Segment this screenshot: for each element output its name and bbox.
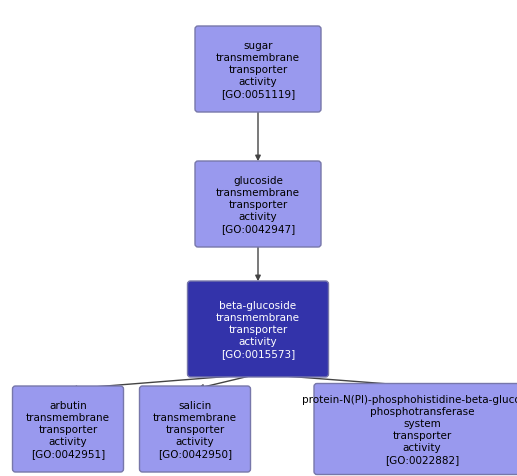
FancyBboxPatch shape: [195, 162, 321, 248]
Text: salicin
transmembrane
transporter
activity
[GO:0042950]: salicin transmembrane transporter activi…: [153, 400, 237, 458]
FancyBboxPatch shape: [314, 384, 517, 475]
FancyBboxPatch shape: [188, 281, 328, 377]
Text: sugar
transmembrane
transporter
activity
[GO:0051119]: sugar transmembrane transporter activity…: [216, 41, 300, 99]
Text: glucoside
transmembrane
transporter
activity
[GO:0042947]: glucoside transmembrane transporter acti…: [216, 176, 300, 234]
Text: beta-glucoside
transmembrane
transporter
activity
[GO:0015573]: beta-glucoside transmembrane transporter…: [216, 300, 300, 358]
FancyBboxPatch shape: [12, 386, 124, 472]
FancyBboxPatch shape: [195, 27, 321, 113]
Text: arbutin
transmembrane
transporter
activity
[GO:0042951]: arbutin transmembrane transporter activi…: [26, 400, 110, 458]
Text: protein-N(PI)-phosphohistidine-beta-glucoside
phosphotransferase
system
transpor: protein-N(PI)-phosphohistidine-beta-gluc…: [302, 394, 517, 464]
FancyBboxPatch shape: [140, 386, 251, 472]
